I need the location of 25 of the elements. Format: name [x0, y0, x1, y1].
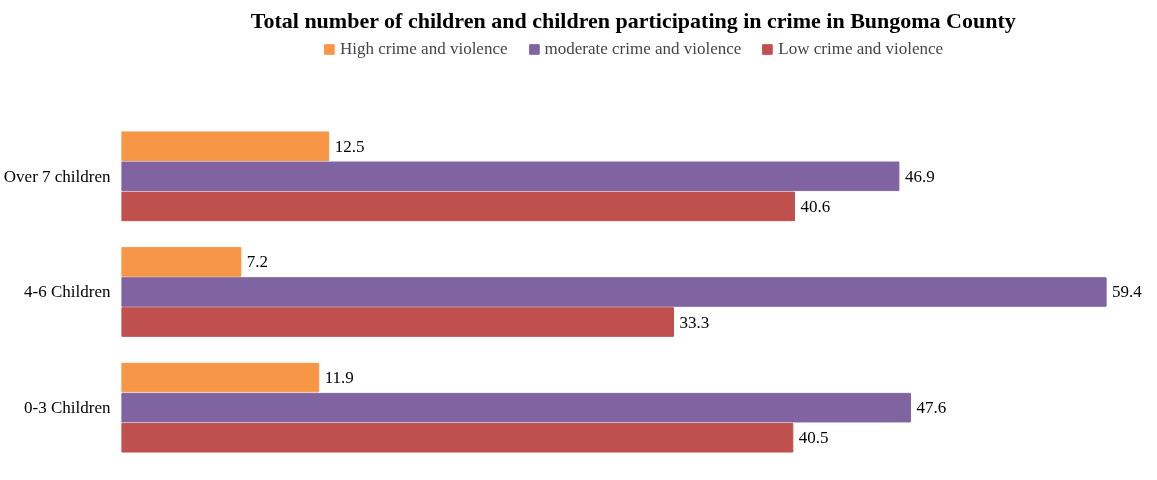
- bar: [121, 191, 795, 222]
- data-label: 11.9: [324, 368, 354, 388]
- y-tick-label: 0-3 Children: [24, 398, 111, 418]
- data-label: 46.9: [904, 166, 935, 186]
- data-label: 47.6: [916, 398, 947, 418]
- data-label: 33.3: [679, 312, 710, 332]
- data-label: 12.5: [334, 136, 365, 156]
- data-label: 59.4: [1112, 282, 1143, 302]
- bar: [121, 277, 1107, 307]
- chart-title: Total number of children and children participating in crime in Bungoma County: [250, 7, 1016, 33]
- bar: [121, 161, 900, 192]
- data-label: 7.2: [246, 252, 269, 272]
- legend-label: moderate crime and violence: [544, 39, 742, 59]
- bar: [121, 392, 912, 423]
- legend-label: High crime and violence: [339, 39, 508, 59]
- bar: [121, 247, 242, 277]
- bar: [121, 362, 320, 393]
- legend-label: Low crime and violence: [778, 39, 944, 59]
- data-label: 40.5: [798, 428, 829, 448]
- bar: [121, 307, 674, 337]
- data-label: 40.6: [800, 196, 831, 216]
- bar: [121, 422, 794, 453]
- y-tick-label: 4-6 Children: [24, 282, 111, 302]
- bar: [121, 131, 330, 162]
- y-tick-label: Over 7 children: [3, 166, 111, 186]
